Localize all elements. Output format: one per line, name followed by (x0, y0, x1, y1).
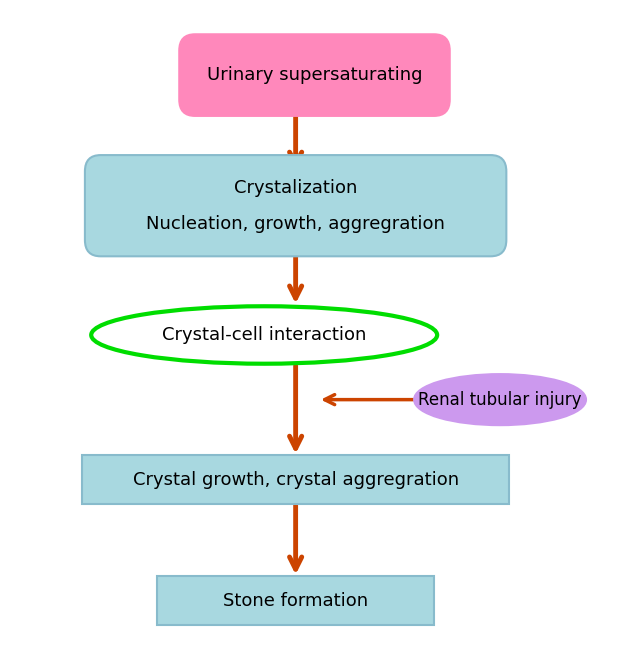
Text: Crystal growth, crystal aggregration: Crystal growth, crystal aggregration (133, 471, 459, 489)
FancyBboxPatch shape (157, 577, 434, 626)
FancyBboxPatch shape (82, 456, 509, 504)
FancyBboxPatch shape (179, 34, 450, 116)
FancyBboxPatch shape (85, 155, 506, 256)
Text: Nucleation, growth, aggregration: Nucleation, growth, aggregration (146, 215, 445, 232)
Text: Urinary supersaturating: Urinary supersaturating (207, 66, 422, 84)
Ellipse shape (415, 375, 585, 424)
Text: Crystalization: Crystalization (234, 179, 357, 197)
Text: Stone formation: Stone formation (223, 592, 368, 610)
Ellipse shape (91, 306, 437, 364)
Text: Renal tubular injury: Renal tubular injury (418, 390, 582, 409)
Text: Crystal-cell interaction: Crystal-cell interaction (162, 326, 366, 344)
